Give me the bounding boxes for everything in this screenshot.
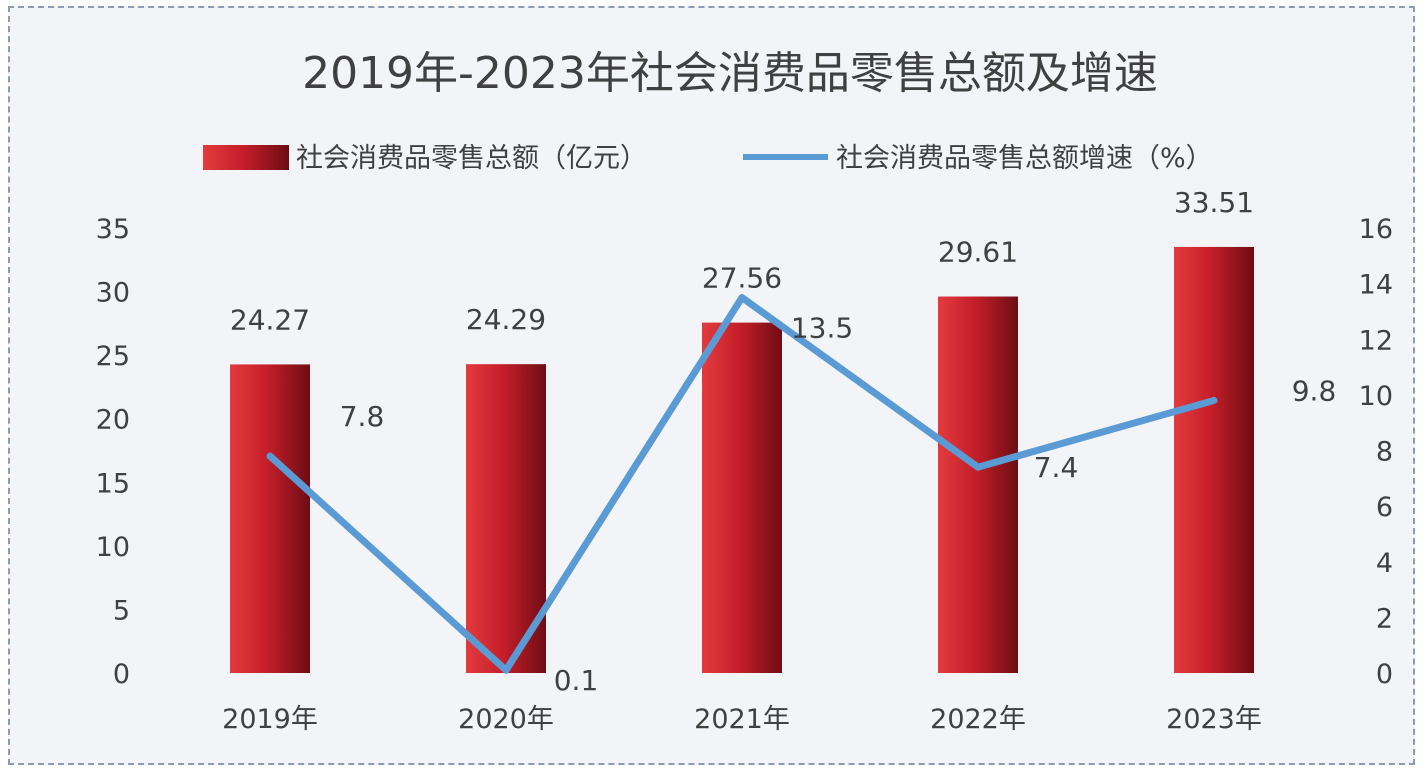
y-left-tick-label: 30 (96, 278, 130, 309)
line-point (505, 669, 507, 672)
left-axis: 0 5 10 15 20 25 30 35 (96, 214, 130, 690)
y-left-tick-label: 20 (96, 405, 130, 436)
y-right-tick-label: 12 (1359, 325, 1393, 356)
bar-value-label: 29.61 (938, 236, 1018, 269)
line-value-label: 7.4 (1034, 451, 1079, 484)
y-right-tick-label: 2 (1376, 603, 1393, 634)
bar-value-label: 33.51 (1174, 186, 1254, 219)
y-left-tick-label: 15 (96, 468, 130, 499)
line-point (741, 296, 743, 299)
y-right-tick-label: 10 (1359, 381, 1393, 412)
legend-swatch-bar (203, 145, 289, 170)
x-tick-label: 2019年 (222, 704, 318, 735)
bar-value-label: 24.29 (466, 303, 546, 336)
bar-value-labels: 24.27 24.29 27.56 29.61 33.51 (230, 186, 1254, 336)
y-right-tick-label: 4 (1376, 548, 1393, 579)
bar (1174, 246, 1254, 674)
y-left-tick-label: 5 (113, 595, 130, 626)
line-value-label: 13.5 (791, 312, 853, 345)
y-right-tick-label: 14 (1359, 270, 1393, 301)
bar (702, 322, 782, 673)
bar-value-label: 27.56 (702, 262, 782, 295)
line-point (269, 455, 271, 458)
bar (466, 364, 546, 673)
legend: 社会消费品零售总额（亿元） 社会消费品零售总额增速（%） (203, 143, 1213, 174)
y-right-tick-label: 0 (1376, 659, 1393, 690)
x-tick-label: 2022年 (930, 704, 1026, 735)
line-value-label: 7.8 (340, 400, 385, 433)
y-right-tick-label: 6 (1376, 492, 1393, 523)
line-value-labels: 7.8 0.1 13.5 7.4 9.8 (340, 312, 1337, 698)
legend-label-bar: 社会消费品零售总额（亿元） (296, 143, 647, 174)
bar-value-label: 24.27 (230, 303, 310, 336)
y-right-tick-label: 8 (1376, 437, 1393, 468)
line-point (977, 466, 979, 469)
right-axis: 0 2 4 6 8 10 12 14 16 (1359, 214, 1393, 690)
line-value-label: 9.8 (1292, 374, 1337, 407)
line-value-label: 0.1 (554, 664, 599, 697)
y-left-tick-label: 35 (96, 214, 130, 245)
y-left-tick-label: 0 (113, 659, 130, 690)
line-point (1213, 399, 1215, 402)
y-right-tick-label: 16 (1359, 214, 1393, 245)
x-axis: 2019年 2020年 2021年 2022年 2023年 (222, 704, 1262, 735)
line-series (266, 294, 1218, 674)
legend-label-line: 社会消费品零售总额增速（%） (836, 143, 1213, 174)
bar-series (230, 246, 1254, 674)
y-left-tick-label: 10 (96, 532, 130, 563)
x-tick-label: 2020年 (458, 704, 554, 735)
x-tick-label: 2021年 (694, 704, 790, 735)
bar (230, 364, 310, 673)
y-left-tick-label: 25 (96, 341, 130, 372)
x-tick-label: 2023年 (1166, 704, 1262, 735)
bar (938, 296, 1018, 673)
chart-title: 2019年-2023年社会消费品零售总额及增速 (302, 48, 1158, 99)
